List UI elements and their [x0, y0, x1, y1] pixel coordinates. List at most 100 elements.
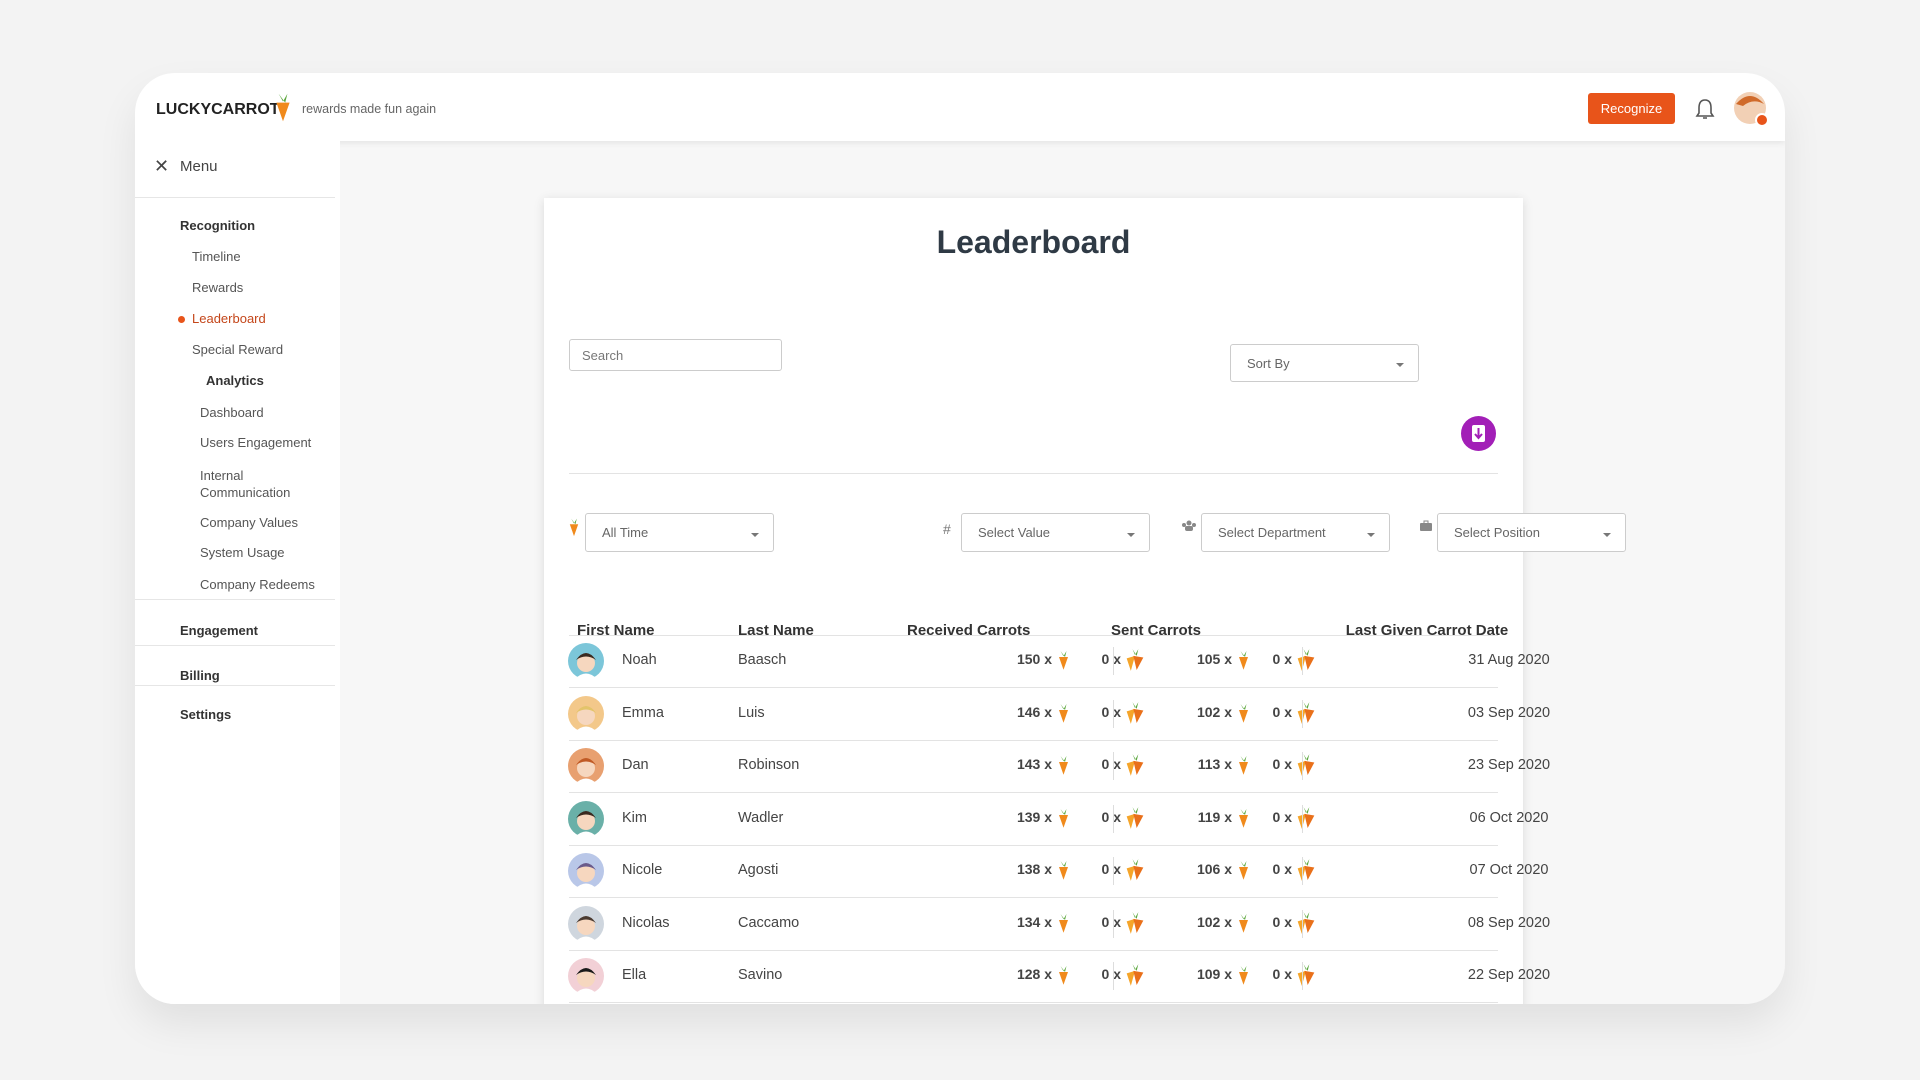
cell-divider	[1302, 804, 1303, 833]
carrot-icon	[1125, 858, 1145, 882]
date: 22 Sep 2020	[1467, 967, 1551, 983]
date: 06 Oct 2020	[1469, 809, 1549, 826]
cell-divider	[1302, 752, 1303, 780]
carrot-count: 0 x	[1272, 861, 1292, 877]
cell-divider	[1113, 804, 1114, 833]
menu-item[interactable]: Timeline	[192, 249, 241, 264]
carrot-icon	[1236, 911, 1251, 935]
carrot-count: 143 x	[1016, 756, 1052, 772]
carrot-count: 150 x	[1016, 651, 1052, 667]
value-filter[interactable]: Select Value	[961, 513, 1150, 552]
menu-item[interactable]: Special Reward	[192, 342, 284, 357]
cell-divider	[1302, 699, 1303, 728]
carrot-icon	[1056, 701, 1071, 725]
carrot-icon	[1296, 806, 1316, 830]
sidebar: ✕ Menu Recognition Timeline Rewards Lead…	[135, 141, 340, 1004]
carrot-icon	[1056, 911, 1071, 935]
logo	[276, 93, 290, 122]
menu-item-active[interactable]: Leaderboard	[192, 311, 266, 326]
menu-item[interactable]: Company Values	[200, 515, 299, 530]
bell-icon[interactable]	[1694, 97, 1716, 121]
carrot-count: 113 x	[1197, 756, 1232, 772]
last-name: Savino	[738, 967, 783, 983]
carrot-icon	[1236, 648, 1251, 672]
menu-item[interactable]: System Usage	[200, 545, 285, 560]
first-name td: Kim	[622, 809, 647, 826]
row-divider	[569, 687, 1498, 688]
section-title[interactable]: Settings	[180, 707, 232, 722]
tagline: rewards made fun again	[302, 102, 437, 116]
first-name td: Ella	[622, 967, 647, 983]
cell-divider	[1302, 909, 1303, 938]
carrot-icon	[1125, 648, 1145, 672]
recognize-button[interactable]: Recognize	[1588, 93, 1675, 124]
carrot-count: 0 x	[1101, 756, 1121, 772]
search-input[interactable]: Search	[569, 339, 782, 371]
app-window: LUCKYCARROT rewards made fun again Recog…	[135, 73, 1785, 1004]
carrot-icon	[1296, 963, 1316, 987]
carrot-count: 146 x	[1016, 703, 1052, 720]
active-dot	[178, 316, 185, 323]
column-header[interactable]: Last Name	[738, 622, 814, 639]
column-header[interactable]: Last Given Carrot Date	[1345, 622, 1509, 639]
brand: LUCKYCARROT	[156, 101, 280, 118]
carrot-icon	[1236, 753, 1251, 777]
carrot-count: 102 x	[1196, 913, 1232, 930]
cell-divider	[1113, 699, 1114, 728]
carrot-icon	[1296, 648, 1316, 672]
download-button[interactable]	[1460, 415, 1497, 452]
close-icon[interactable]: ✕	[154, 156, 170, 176]
column-header[interactable]: Sent Carrots	[1111, 622, 1202, 639]
carrot-icon	[1236, 858, 1251, 882]
last-name: Caccamo	[738, 914, 800, 931]
carrot-icon	[1296, 911, 1316, 935]
user-avatar[interactable]	[1733, 90, 1769, 128]
carrot-count: 134 x	[1016, 913, 1052, 930]
carrot-count: 102 x	[1196, 703, 1232, 720]
carrot-count: 0 x	[1101, 913, 1121, 930]
section-title[interactable]: Recognition	[180, 218, 256, 233]
menu-item[interactable]: Dashboard	[200, 405, 264, 420]
menu-item[interactable]: Rewards	[192, 280, 244, 295]
last-name: Wadler	[738, 809, 784, 826]
menu-label: Menu	[180, 158, 218, 175]
first-name td: Dan	[622, 757, 649, 773]
column-header[interactable]: First Name	[577, 622, 655, 639]
sort-dropdown[interactable]: Sort By	[1230, 344, 1419, 382]
time-filter[interactable]: All Time	[585, 513, 774, 552]
position-filter[interactable]: Select Position	[1437, 513, 1626, 552]
carrot-icon	[1125, 911, 1145, 935]
filter-label: All Time	[602, 525, 649, 540]
carrot-count: 106 x	[1196, 861, 1232, 877]
carrot-count: 119 x	[1197, 808, 1232, 825]
first-name td: Nicole	[622, 862, 663, 878]
menu-item[interactable]: Users Engagement	[200, 435, 312, 450]
carrot-count: 0 x	[1272, 756, 1292, 772]
row-divider	[569, 739, 1498, 741]
carrot-icon	[1296, 701, 1316, 725]
carrot-count: 138 x	[1016, 861, 1052, 877]
avatar	[567, 642, 605, 680]
cell-divider	[1113, 647, 1114, 675]
carrot-count: 0 x	[1272, 808, 1292, 825]
section-title[interactable]: Billing	[180, 668, 220, 683]
carrot-count: 0 x	[1272, 703, 1292, 720]
column-header[interactable]: Received Carrots	[907, 622, 1031, 639]
briefcase-icon	[1420, 520, 1432, 531]
row-divider	[569, 844, 1498, 846]
menu-item[interactable]: Company Redeems	[200, 577, 315, 592]
cell-divider	[1302, 962, 1303, 990]
carrot-count: 0 x	[1101, 703, 1121, 720]
carrot-count: 0 x	[1272, 651, 1292, 667]
date: 03 Sep 2020	[1467, 704, 1551, 721]
section-title[interactable]: Engagement	[180, 623, 259, 638]
section-title[interactable]: Analytics	[206, 373, 264, 388]
carrot-icon	[1296, 858, 1316, 882]
cell-divider	[1113, 909, 1114, 938]
filter-label: Select Department	[1218, 525, 1326, 540]
row-divider	[569, 792, 1498, 793]
filter-label: Select Value	[978, 525, 1051, 540]
department-filter[interactable]: Select Department	[1201, 513, 1390, 552]
menu-item[interactable]: Internal Communication	[200, 468, 291, 500]
